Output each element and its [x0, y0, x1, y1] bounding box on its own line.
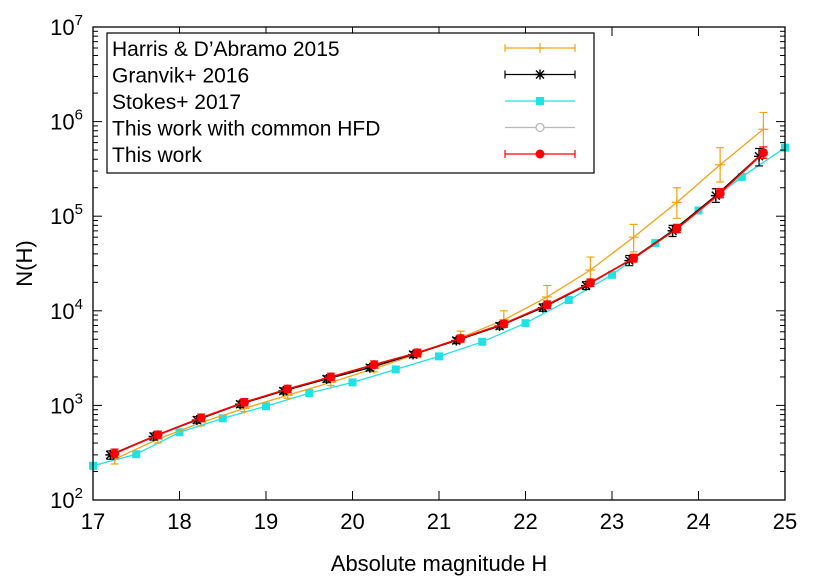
- marker-circle-filled: [535, 149, 545, 159]
- marker-square: [478, 337, 487, 346]
- legend-entry: This work: [112, 144, 576, 167]
- marker-circle-filled: [542, 300, 552, 310]
- legend-errorbar-caps: [504, 150, 576, 158]
- marker-circle-filled: [456, 333, 466, 343]
- series-layer: [89, 111, 789, 470]
- x-tick-label: 19: [254, 509, 278, 534]
- marker-circle-filled: [239, 397, 249, 407]
- y-tick-label: 105: [50, 201, 83, 229]
- marker-square: [132, 450, 141, 459]
- legend-box: [106, 32, 595, 174]
- marker-star: [364, 362, 375, 373]
- marker-square: [391, 365, 400, 374]
- legend-entry: Granvik+ 2016: [112, 65, 576, 88]
- legend-label: This work: [112, 144, 202, 167]
- x-tick-label: 21: [427, 509, 451, 534]
- legend-label: Harris & D’Abramo 2015: [112, 38, 340, 61]
- marker-circle-filled: [758, 148, 768, 158]
- marker-circle-filled: [412, 348, 422, 358]
- marker-plus: [715, 159, 726, 170]
- x-tick-label: 20: [340, 509, 364, 534]
- legend-entry: Harris & D’Abramo 2015: [112, 38, 576, 61]
- legend-label: Granvik+ 2016: [112, 65, 249, 88]
- marker-circle-filled: [585, 278, 595, 288]
- marker-circle-filled: [283, 384, 293, 394]
- marker-square: [564, 296, 573, 305]
- marker-circle-filled: [499, 319, 509, 329]
- legend-errorbar-caps: [504, 70, 576, 79]
- marker-square: [262, 402, 270, 411]
- y-tick-label: 104: [50, 296, 83, 324]
- legend-entry: This work with common HFD: [112, 118, 575, 141]
- y-tick-label: 107: [50, 12, 83, 40]
- marker-square: [737, 172, 746, 181]
- y-axis-label: N(H): [12, 240, 37, 286]
- x-tick-label: 22: [513, 509, 537, 534]
- marker-circle-filled: [715, 188, 725, 198]
- marker-square: [305, 389, 314, 398]
- marker-square: [218, 414, 227, 423]
- marker-circle-filled: [326, 372, 336, 382]
- marker-plus: [535, 43, 545, 53]
- marker-star: [105, 449, 116, 460]
- x-axis-label: Absolute magnitude H: [331, 551, 547, 576]
- marker-square: [521, 319, 530, 328]
- marker-square: [175, 428, 184, 437]
- series-4: [110, 146, 768, 459]
- legend-label: This work with common HFD: [112, 118, 380, 141]
- marker-square: [435, 352, 443, 361]
- ticks-layer: 17 18 19 20 21 22 23 24 25 102 103 104 105 106 107: [50, 12, 797, 534]
- legend-label: Stokes+ 2017: [112, 91, 241, 114]
- marker-plus: [671, 197, 682, 208]
- marker-plus: [585, 264, 596, 275]
- series-line: [114, 152, 764, 455]
- marker-star: [537, 302, 548, 313]
- marker-square: [608, 270, 616, 279]
- marker-circle-filled: [629, 253, 639, 263]
- marker-plus: [628, 232, 639, 243]
- x-tick-label: 23: [600, 509, 624, 534]
- marker-square: [536, 97, 544, 105]
- marker-circle-filled: [110, 449, 120, 459]
- marker-star: [321, 374, 332, 385]
- y-tick-label: 102: [50, 485, 83, 513]
- marker-circle-open: [535, 122, 545, 133]
- y-tick-label: 106: [50, 107, 83, 135]
- marker-circle-filled: [196, 413, 206, 423]
- marker-plus: [758, 124, 769, 135]
- x-tick-label: 18: [167, 509, 191, 534]
- legend: Harris & D’Abramo 2015 Granvik+ 2016 Stoke…: [106, 32, 595, 174]
- y-tick-label: 103: [50, 390, 83, 418]
- x-tick-label: 25: [773, 509, 797, 534]
- legend-entry: Stokes+ 2017: [112, 91, 575, 114]
- marker-square: [348, 378, 357, 387]
- marker-star: [710, 190, 721, 201]
- x-tick-label: 24: [686, 509, 710, 534]
- legend-errorbar-caps: [504, 44, 576, 52]
- marker-circle-filled: [369, 360, 379, 370]
- x-tick-label: 17: [81, 509, 105, 534]
- marker-star: [535, 69, 545, 80]
- marker-circle-filled: [153, 430, 163, 440]
- marker-circle-filled: [672, 224, 682, 234]
